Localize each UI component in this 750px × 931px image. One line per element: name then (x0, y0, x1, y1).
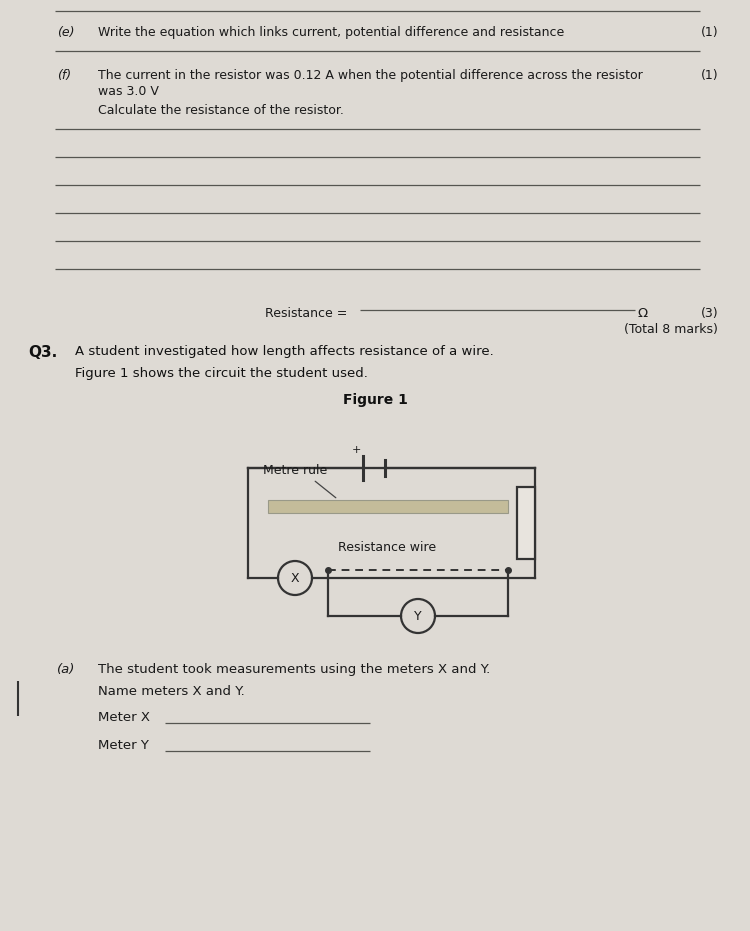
Text: Meter X: Meter X (98, 711, 150, 724)
Text: The student took measurements using the meters X and Y.: The student took measurements using the … (98, 663, 490, 676)
Bar (268, 500, 508, 512)
Text: X: X (291, 572, 299, 585)
Text: Calculate the resistance of the resistor.: Calculate the resistance of the resistor… (98, 104, 344, 117)
Text: (f): (f) (57, 69, 71, 82)
Text: Q3.: Q3. (28, 345, 57, 360)
Bar (517, 487, 535, 559)
Text: (3): (3) (700, 307, 718, 320)
Text: Figure 1: Figure 1 (343, 393, 407, 407)
Text: Ω: Ω (638, 307, 648, 320)
Text: (Total 8 marks): (Total 8 marks) (624, 323, 718, 336)
Text: (e): (e) (57, 26, 74, 39)
Text: (a): (a) (57, 663, 75, 676)
Text: Resistance =: Resistance = (265, 307, 347, 320)
Text: Resistance wire: Resistance wire (338, 541, 436, 554)
Text: The current in the resistor was 0.12 A when the potential difference across the : The current in the resistor was 0.12 A w… (98, 69, 643, 82)
Text: Metre rule: Metre rule (263, 465, 327, 478)
Text: Y: Y (414, 610, 422, 623)
Text: +: + (351, 445, 361, 455)
Text: (1): (1) (700, 26, 718, 39)
Text: A student investigated how length affects resistance of a wire.: A student investigated how length affect… (75, 345, 494, 358)
Text: Name meters X and Y.: Name meters X and Y. (98, 685, 244, 698)
Text: Write the equation which links current, potential difference and resistance: Write the equation which links current, … (98, 26, 564, 39)
Text: (1): (1) (700, 69, 718, 82)
Text: Figure 1 shows the circuit the student used.: Figure 1 shows the circuit the student u… (75, 367, 368, 380)
Text: Meter Y: Meter Y (98, 739, 148, 752)
Text: was 3.0 V: was 3.0 V (98, 85, 159, 98)
